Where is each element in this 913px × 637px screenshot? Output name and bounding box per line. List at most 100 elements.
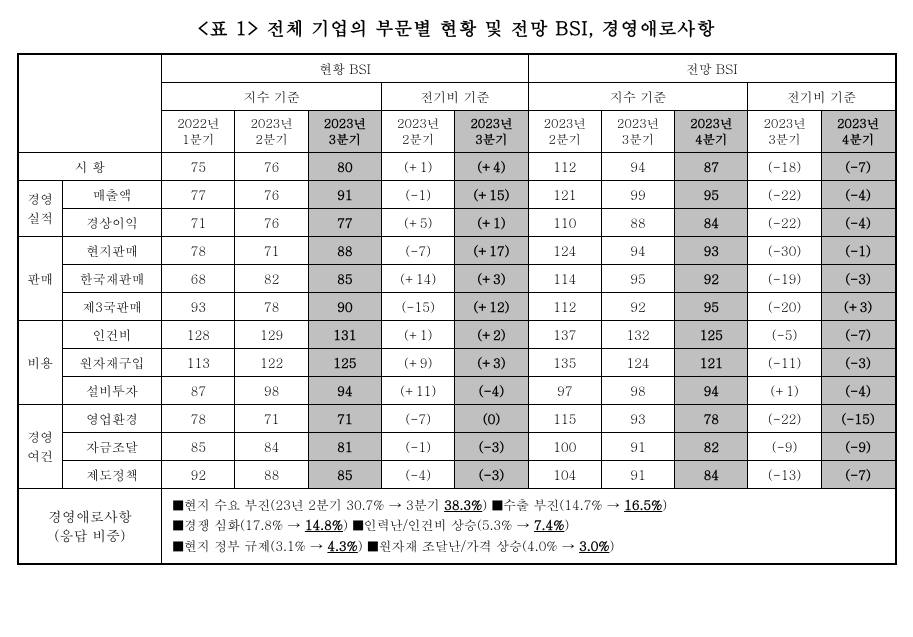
cell: 125 [308,348,381,376]
cell: (-22) [748,404,821,432]
cell: (-1) [821,236,895,264]
cell: (+17) [455,236,528,264]
row-label: 자금조달 [62,432,161,460]
cell: (-13) [748,460,821,488]
cell: 76 [235,180,308,208]
row-label: 인건비 [62,320,161,348]
header-index-basis-2: 지수 기준 [528,83,748,111]
row-label: 현지판매 [62,236,161,264]
period-col-1: 2022년1분기 [162,111,235,153]
header-index-basis-1: 지수 기준 [162,83,382,111]
cell: 92 [162,460,235,488]
cell: 91 [308,180,381,208]
bsi-table: 현황 BSI 전망 BSI 지수 기준 전기비 기준 지수 기준 전기비 기준 … [17,53,897,565]
cell: 85 [308,264,381,292]
cell: 99 [601,180,674,208]
cell: (-4) [821,376,895,404]
cell: (-7) [382,404,455,432]
cell: 71 [235,404,308,432]
period-col-6: 2023년2분기 [528,111,601,153]
cell: (-5) [748,320,821,348]
cell: 84 [675,208,748,236]
cell: 122 [235,348,308,376]
cell: (-11) [748,348,821,376]
cell: (-22) [748,180,821,208]
cell: 88 [235,460,308,488]
cell: 78 [162,236,235,264]
cell: 121 [528,180,601,208]
footer-line1b-end: ) [662,495,667,514]
cell: (+3) [455,264,528,292]
cell: 90 [308,292,381,320]
footer-line2b-end: ) [564,515,569,534]
cell: (+2) [455,320,528,348]
cell: 80 [308,152,381,180]
footer-content: ■현지 수요 부진(23년 2분기 30.7% → 3분기 38.3%) ■수출… [162,488,896,564]
cell: 91 [601,432,674,460]
cell: 78 [235,292,308,320]
cell: (-18) [748,152,821,180]
footer-line2a: ■경쟁 심화(17.8% → [172,515,305,534]
cell: 93 [601,404,674,432]
cell: 75 [162,152,235,180]
cell: 94 [601,236,674,264]
period-col-7: 2023년3분기 [601,111,674,153]
cell: 71 [235,236,308,264]
footer-line2b-ul: 7.4% [534,515,564,534]
cell: (-3) [821,348,895,376]
row-label: 경상이익 [62,208,161,236]
cell: (-4) [455,376,528,404]
cell: (-3) [821,264,895,292]
cell: (-15) [821,404,895,432]
row-label: 제도정책 [62,460,161,488]
cell: 76 [235,152,308,180]
cell: (0) [455,404,528,432]
cell: (-20) [748,292,821,320]
cell: 92 [601,292,674,320]
cell: (-15) [382,292,455,320]
cell: (-7) [821,152,895,180]
cell: 76 [235,208,308,236]
row-label: 원자재구입 [62,348,161,376]
cell: 94 [675,376,748,404]
cell: (-19) [748,264,821,292]
cell: 112 [528,292,601,320]
cell: (-30) [748,236,821,264]
cell: 93 [162,292,235,320]
period-col-10: 2023년4분기 [821,111,895,153]
cell: 124 [528,236,601,264]
footer-line1b: ■수출 부진(14.7% → [492,495,625,514]
footer-line2b: ■인력난/인건비 상승(5.3% → [352,515,534,534]
cell: (-9) [748,432,821,460]
cell: (-3) [455,460,528,488]
group-perf: 경영실적 [18,180,63,236]
cell: 84 [235,432,308,460]
cell: (+3) [455,348,528,376]
cell: (-1) [382,180,455,208]
footer-line2a-end: ) [343,515,352,534]
cell: (-9) [821,432,895,460]
cell: 87 [675,152,748,180]
row-label-sihwang: 시 황 [18,152,162,180]
cell: 98 [235,376,308,404]
row-label: 한국재판매 [62,264,161,292]
cell: 98 [601,376,674,404]
period-col-9: 2023년3분기 [748,111,821,153]
cell: 137 [528,320,601,348]
cell: 110 [528,208,601,236]
period-col-2: 2023년2분기 [235,111,308,153]
row-label: 제3국판매 [62,292,161,320]
footer-line1b-ul: 16.5% [624,495,662,514]
group-sales: 판매 [18,236,63,320]
cell: 82 [675,432,748,460]
cell: (-4) [821,208,895,236]
cell: (-7) [382,236,455,264]
cell: 85 [162,432,235,460]
cell: 82 [235,264,308,292]
header-qoq-basis-2: 전기비 기준 [748,83,896,111]
cell: 95 [675,292,748,320]
header-status: 현황 BSI [162,54,528,83]
cell: (-22) [748,208,821,236]
header-outlook: 전망 BSI [528,54,895,83]
cell: 85 [308,460,381,488]
